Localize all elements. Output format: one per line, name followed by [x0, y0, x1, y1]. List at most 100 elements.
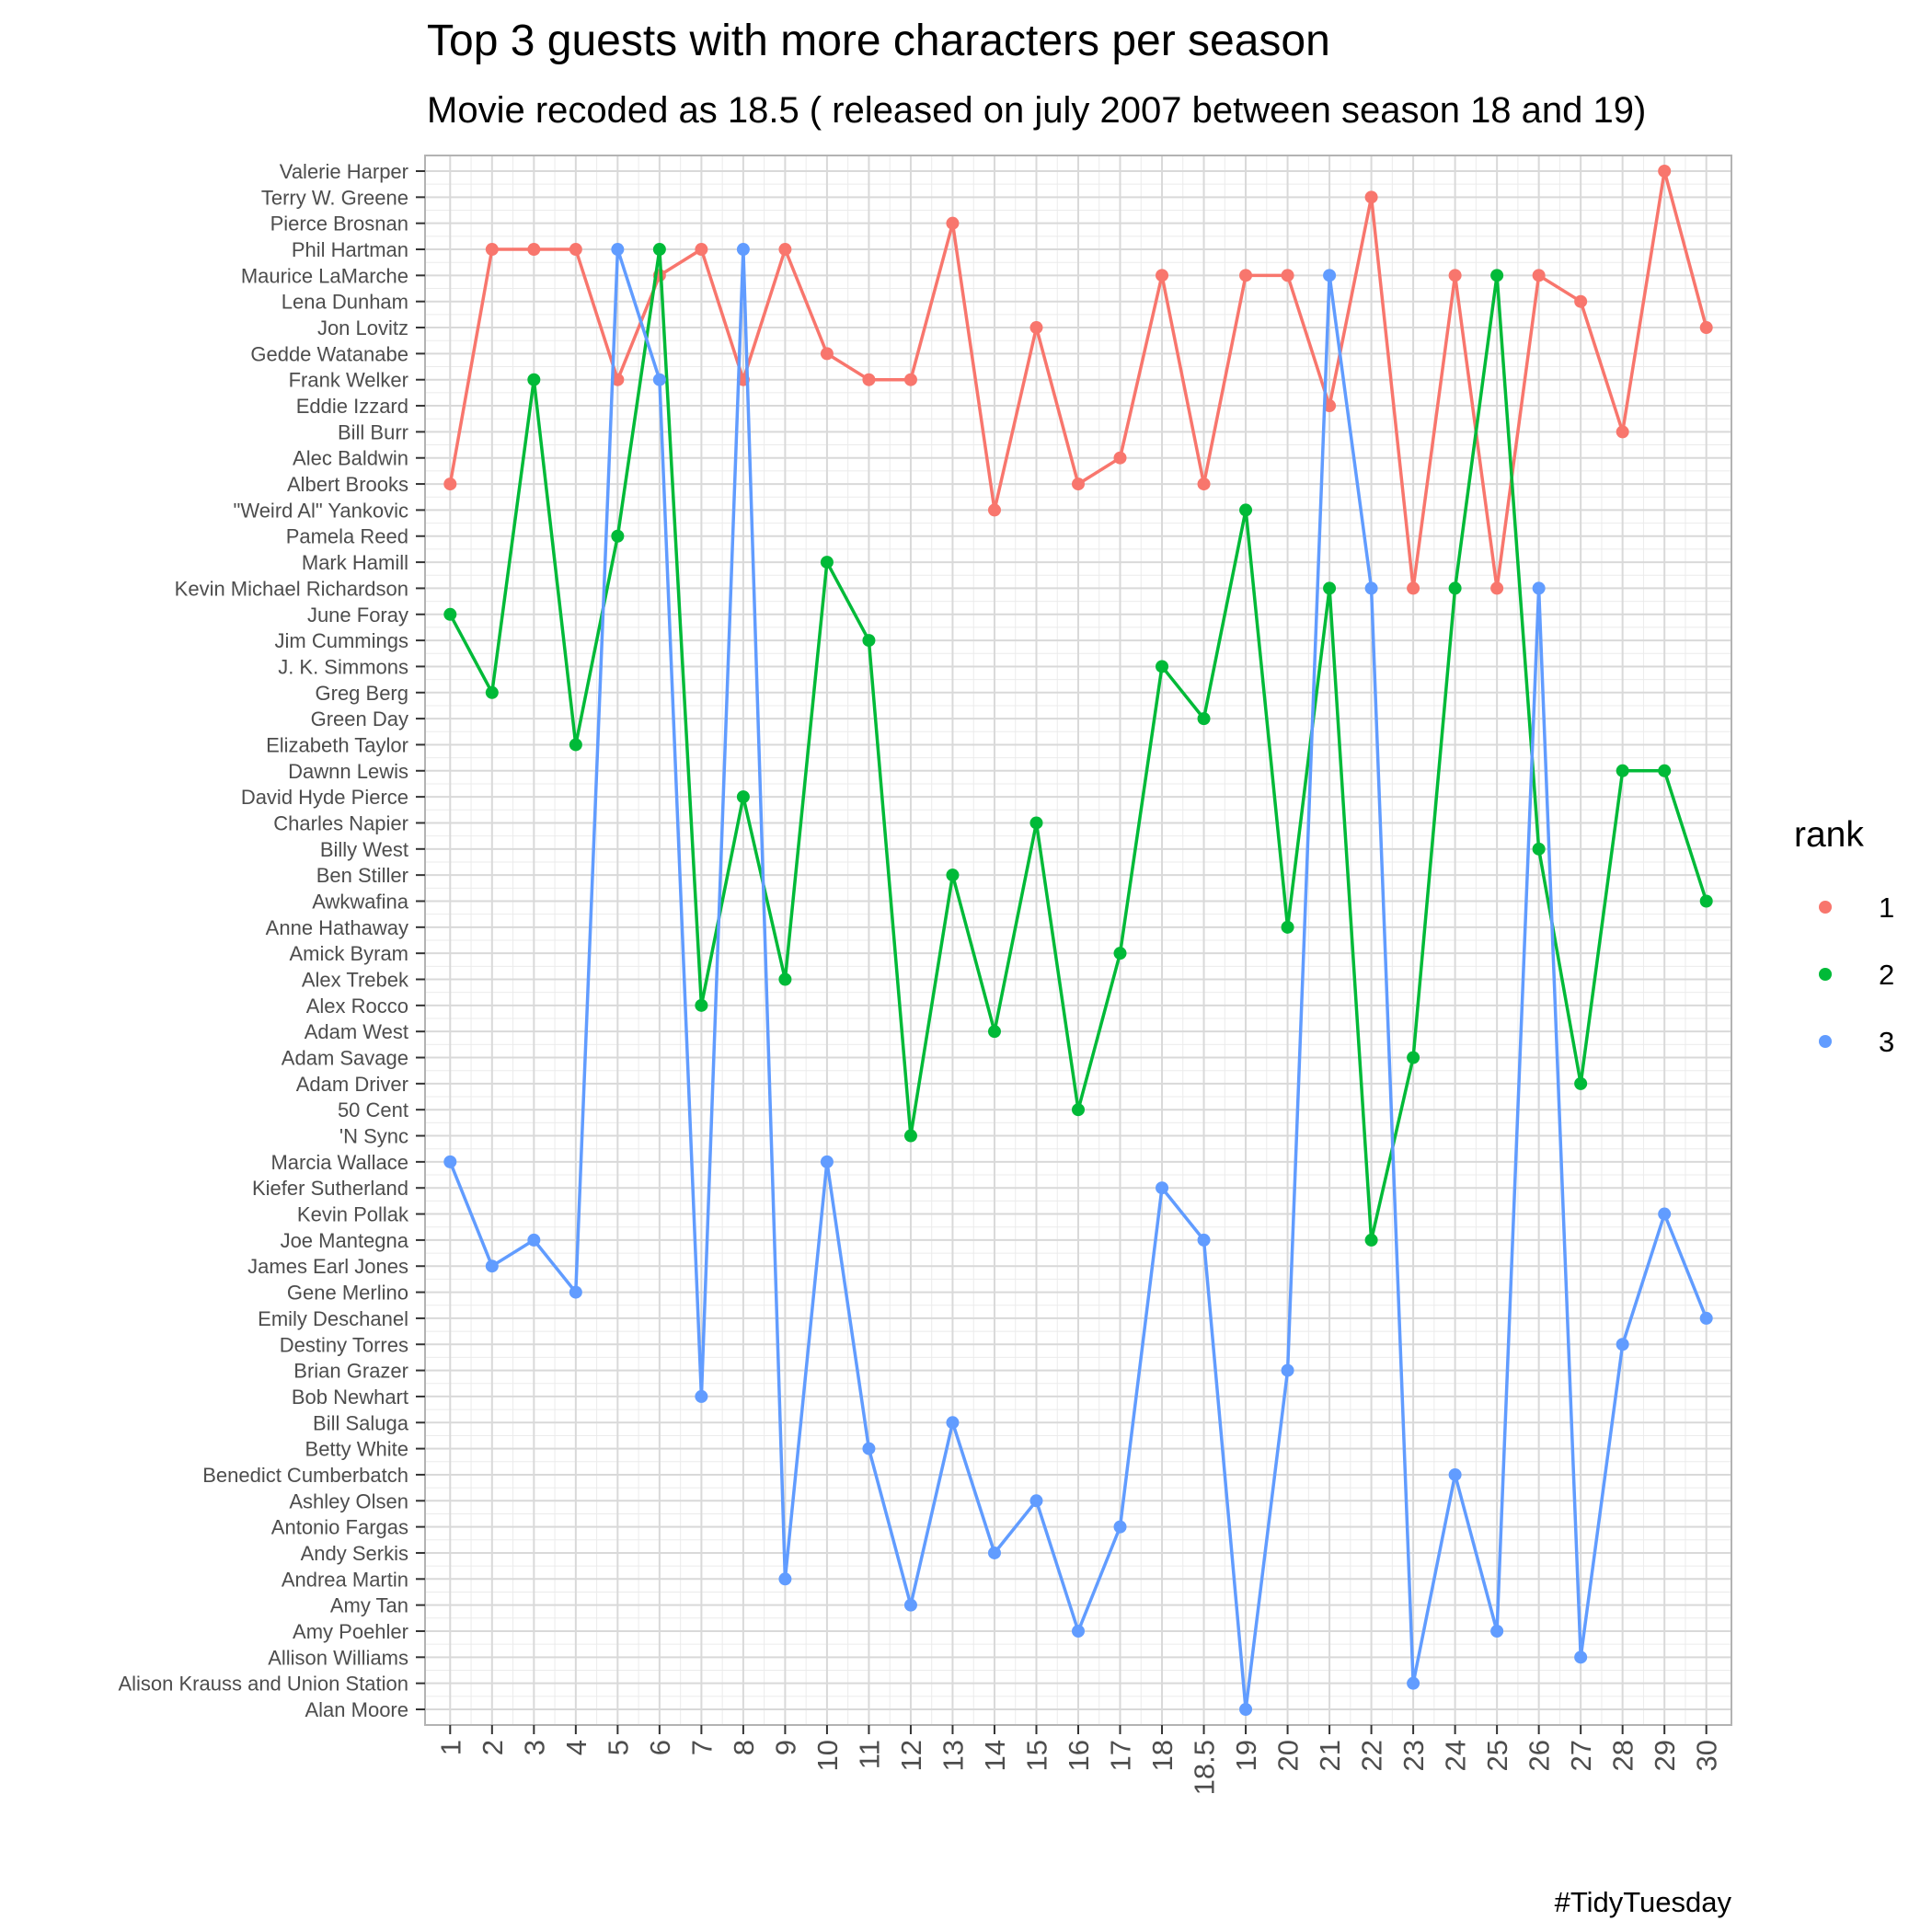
data-point: [1072, 477, 1085, 491]
data-point: [1364, 1233, 1378, 1247]
y-tick-label: Kiefer Sutherland: [252, 1177, 408, 1200]
data-point: [527, 1233, 541, 1247]
y-tick-label: Eddie Izzard: [296, 395, 408, 418]
y-tick-label: Kevin Michael Richardson: [175, 577, 408, 600]
legend-key: [1819, 901, 1832, 914]
data-point: [1113, 1520, 1127, 1534]
y-tick-label: Bob Newhart: [292, 1386, 408, 1409]
y-tick-label: Amy Tan: [330, 1594, 408, 1617]
data-point: [736, 243, 750, 257]
data-point: [946, 1416, 960, 1430]
data-point: [527, 373, 541, 386]
x-tick-label: 17: [1105, 1740, 1137, 1771]
y-tick-label: Maurice LaMarche: [241, 264, 408, 287]
data-point: [485, 243, 499, 257]
x-tick-label: 24: [1440, 1740, 1472, 1771]
data-point: [1029, 321, 1043, 335]
y-tick-label: June Foray: [307, 604, 408, 627]
data-point: [1490, 581, 1504, 595]
y-tick-label: Frank Welker: [289, 369, 408, 392]
data-point: [1616, 764, 1629, 777]
data-point: [652, 243, 666, 257]
x-tick-label: 28: [1607, 1740, 1639, 1771]
data-point: [1323, 269, 1337, 282]
y-tick-label: Dawnn Lewis: [288, 760, 408, 783]
y-tick-label: Awkwafina: [312, 890, 409, 913]
data-point: [611, 373, 625, 386]
x-tick-label: 27: [1565, 1740, 1597, 1771]
y-tick-label: 50 Cent: [338, 1098, 408, 1121]
y-tick-label: Antonio Fargas: [271, 1516, 408, 1539]
data-point: [903, 1129, 917, 1143]
x-tick-label: 1: [434, 1740, 466, 1755]
y-tick-label: "Weird Al" Yankovic: [234, 499, 408, 522]
data-point: [485, 685, 499, 699]
y-tick-label: Marcia Wallace: [270, 1151, 408, 1174]
data-point: [652, 373, 666, 386]
y-tick-label: David Hyde Pierce: [241, 786, 408, 809]
data-point: [778, 243, 792, 257]
data-point: [987, 1025, 1001, 1039]
x-tick-label: 26: [1524, 1740, 1556, 1771]
data-point: [1407, 581, 1420, 595]
data-point: [1448, 269, 1462, 282]
data-point: [569, 1285, 582, 1299]
data-point: [1574, 294, 1588, 308]
y-tick-label: Adam Savage: [282, 1047, 408, 1070]
y-tick-label: Pierce Brosnan: [270, 213, 408, 236]
data-point: [1197, 712, 1211, 726]
x-tick-label: 16: [1063, 1740, 1095, 1771]
grid-lines: [425, 155, 1731, 1725]
y-tick-label: Alec Baldwin: [293, 447, 408, 470]
y-tick-label: Brian Grazer: [293, 1360, 408, 1383]
legend-key: [1819, 1035, 1832, 1048]
y-tick-label: James Earl Jones: [247, 1255, 408, 1278]
data-point: [1281, 920, 1294, 934]
y-tick-label: Joe Mantegna: [281, 1229, 409, 1252]
y-tick-label: Gedde Watanabe: [250, 342, 408, 365]
data-point: [1156, 1181, 1169, 1195]
x-tick-label: 12: [895, 1740, 927, 1771]
data-point: [1156, 269, 1169, 282]
y-tick-label: Ashley Olsen: [289, 1489, 408, 1512]
y-tick-label: Alison Krauss and Union Station: [118, 1673, 408, 1696]
data-point: [1616, 425, 1629, 439]
y-tick-label: Alan Moore: [305, 1698, 408, 1721]
legend-label: 2: [1879, 959, 1894, 991]
data-point: [736, 790, 750, 804]
data-point: [1658, 764, 1672, 777]
data-point: [862, 373, 876, 386]
data-point: [1574, 1650, 1588, 1664]
data-point: [485, 1259, 499, 1273]
data-point: [1616, 1338, 1629, 1351]
data-point: [1658, 1207, 1672, 1221]
data-point: [1281, 1363, 1294, 1377]
data-point: [527, 243, 541, 257]
data-point: [443, 477, 457, 491]
x-tick-label: 6: [644, 1740, 676, 1755]
data-point: [778, 1572, 792, 1586]
x-tick-label: 23: [1397, 1740, 1430, 1771]
data-point: [1532, 269, 1546, 282]
x-tick-label: 18: [1146, 1740, 1179, 1771]
data-point: [443, 607, 457, 621]
data-point: [1699, 321, 1713, 335]
data-point: [1197, 1233, 1211, 1247]
x-tick-label: 8: [728, 1740, 760, 1755]
y-tick-label: Kevin Pollak: [297, 1203, 409, 1226]
data-point: [611, 243, 625, 257]
data-point: [1281, 269, 1294, 282]
x-tick-label: 11: [853, 1740, 885, 1769]
chart-caption: #TidyTuesday: [1555, 1886, 1732, 1918]
legend-title: rank: [1794, 815, 1864, 855]
data-point: [1407, 1051, 1420, 1064]
y-tick-label: Amick Byram: [289, 942, 408, 965]
y-tick-label: 'N Sync: [339, 1125, 408, 1148]
data-point: [1323, 399, 1337, 413]
data-point: [946, 216, 960, 230]
y-tick-label: Gene Merlino: [287, 1282, 408, 1305]
data-point: [1490, 1624, 1504, 1638]
y-tick-label: Billy West: [320, 838, 408, 861]
data-point: [987, 503, 1001, 517]
legend-label: 3: [1879, 1026, 1894, 1058]
